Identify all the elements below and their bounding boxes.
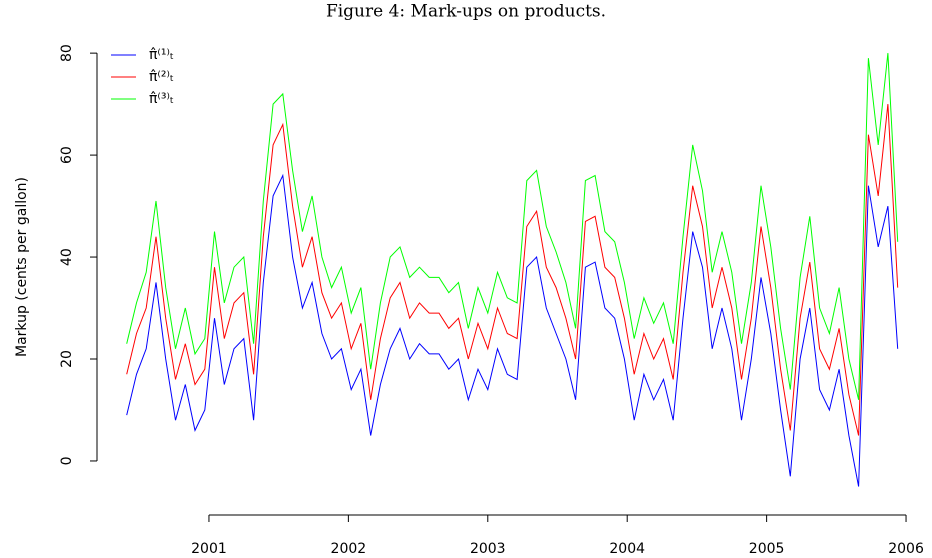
- x-tick-label: 2001: [191, 541, 227, 557]
- chart-title: Figure 4: Mark-ups on products.: [326, 2, 606, 22]
- x-tick-label: 2003: [470, 541, 506, 557]
- y-tick-label: 20: [59, 350, 75, 368]
- y-tick-label: 0: [59, 457, 75, 466]
- y-axis-label: Markup (cents per gallon): [14, 177, 30, 357]
- series-line: [126, 173, 899, 487]
- series-line: [126, 53, 899, 400]
- legend-label: π̂⁽²⁾ₜ: [149, 69, 174, 85]
- x-tick-label: 2006: [888, 541, 924, 557]
- y-tick-label: 60: [59, 146, 75, 164]
- series-line: [126, 104, 899, 436]
- x-tick-label: 2004: [609, 541, 645, 557]
- y-tick-label: 40: [59, 248, 75, 266]
- legend-label: π̂⁽³⁾ₜ: [149, 91, 174, 107]
- y-tick-label: 80: [59, 44, 75, 62]
- x-tick-label: 2005: [749, 541, 785, 557]
- x-tick-label: 2002: [331, 541, 367, 557]
- legend-label: π̂⁽¹⁾ₜ: [149, 47, 174, 63]
